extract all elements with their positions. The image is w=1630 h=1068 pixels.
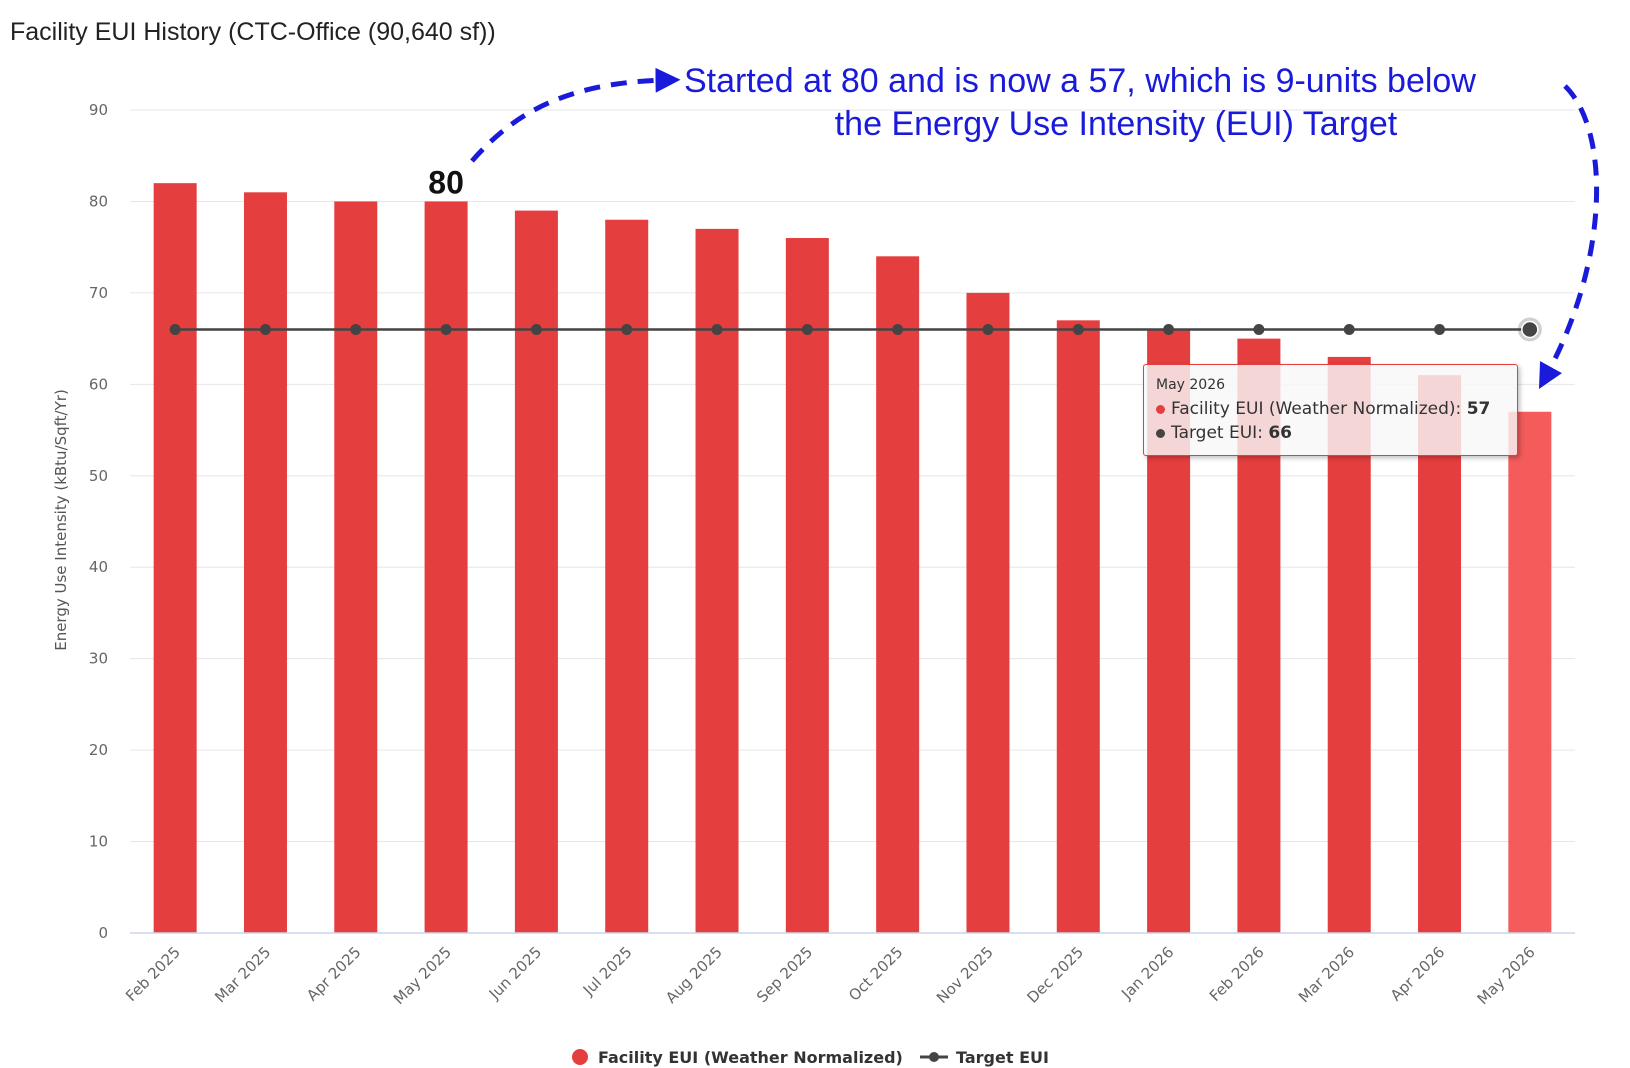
bar-sep-2025[interactable] xyxy=(785,238,829,933)
legend-item-target-eui[interactable]: Target EUI xyxy=(920,1048,1049,1067)
y-tick-label: 30 xyxy=(89,650,108,668)
target-point[interactable] xyxy=(1434,323,1446,335)
x-tick-label: Mar 2026 xyxy=(1295,943,1358,1006)
tooltip-period: May 2026 xyxy=(1156,377,1226,393)
x-tick-label: Feb 2026 xyxy=(1206,943,1268,1005)
annotation-arrow-left xyxy=(470,67,681,163)
x-tick-label: Apr 2026 xyxy=(1387,943,1448,1004)
x-tick-label: May 2026 xyxy=(1474,943,1539,1008)
legend-marker-dot-target-eui xyxy=(929,1052,939,1062)
tooltip-dot-facility-eui xyxy=(1156,404,1165,414)
legend: Facility EUI (Weather Normalized) Target… xyxy=(572,1048,1049,1067)
bar-feb-2025[interactable] xyxy=(153,183,197,934)
legend-marker-facility-eui xyxy=(572,1049,588,1065)
x-tick-label: Oct 2025 xyxy=(845,943,906,1004)
bar-may-2025[interactable] xyxy=(424,201,468,933)
tooltip-value-target-eui: 66 xyxy=(1268,423,1293,443)
target-point-hover[interactable] xyxy=(1521,320,1539,339)
y-axis-ticks: 0 10 20 30 40 50 60 70 80 90 xyxy=(89,101,108,942)
tooltip-row-facility-eui: Facility EUI (Weather Normalized): 57 xyxy=(1156,397,1505,421)
bar-dec-2025[interactable] xyxy=(1056,320,1100,933)
bar-value-label: 80 xyxy=(428,164,464,200)
y-tick-label: 50 xyxy=(89,467,108,485)
x-tick-label: Jan 2026 xyxy=(1117,943,1177,1003)
y-tick-label: 0 xyxy=(98,924,108,942)
target-point[interactable] xyxy=(1253,323,1265,335)
y-tick-label: 40 xyxy=(89,558,108,576)
x-tick-label: Jul 2025 xyxy=(579,943,636,1000)
tooltip-label-facility-eui: Facility EUI (Weather Normalized) xyxy=(1171,399,1456,419)
target-point[interactable] xyxy=(1072,323,1084,335)
target-point[interactable] xyxy=(1343,323,1355,335)
legend-label-target-eui: Target EUI xyxy=(956,1048,1049,1067)
x-tick-label: Feb 2025 xyxy=(122,943,184,1005)
tooltip-row-target-eui: Target EUI: 66 xyxy=(1156,421,1505,445)
target-point[interactable] xyxy=(621,323,633,335)
annotation-line-1: Started at 80 and is now a 57, which is … xyxy=(684,62,1476,100)
y-tick-label: 60 xyxy=(89,375,108,393)
target-point[interactable] xyxy=(1163,323,1175,335)
x-tick-label: Apr 2025 xyxy=(303,943,364,1004)
bar-series xyxy=(153,183,1552,934)
annotation-line-2: the Energy Use Intensity (EUI) Target xyxy=(835,105,1398,143)
y-tick-label: 10 xyxy=(89,833,108,851)
bar-jul-2025[interactable] xyxy=(605,219,649,933)
bar-aug-2025[interactable] xyxy=(695,228,739,933)
bar-oct-2025[interactable] xyxy=(876,256,920,933)
bar-may-2026[interactable] xyxy=(1508,411,1552,933)
target-point[interactable] xyxy=(982,323,994,335)
bar-jun-2025[interactable] xyxy=(514,210,558,934)
y-axis-label: Energy Use Intensity (kBtu/Sqft/Yr) xyxy=(52,389,70,651)
target-point[interactable] xyxy=(440,323,452,335)
chart-title: Facility EUI History (CTC-Office (90,640… xyxy=(10,18,496,46)
x-tick-label: Jun 2025 xyxy=(485,943,545,1003)
x-tick-label: Nov 2025 xyxy=(933,943,997,1007)
x-tick-label: Sep 2025 xyxy=(753,943,816,1006)
target-point[interactable] xyxy=(801,323,813,335)
x-tick-label: May 2025 xyxy=(390,943,455,1008)
y-tick-label: 70 xyxy=(89,284,108,302)
y-tick-label: 90 xyxy=(89,101,108,119)
target-point[interactable] xyxy=(711,323,723,335)
x-tick-label: Dec 2025 xyxy=(1023,943,1087,1007)
y-tick-label: 20 xyxy=(89,741,108,759)
x-tick-label: Mar 2025 xyxy=(211,943,274,1006)
bar-mar-2025[interactable] xyxy=(243,192,287,934)
target-point[interactable] xyxy=(892,323,904,335)
bar-nov-2025[interactable] xyxy=(966,292,1010,933)
bar-apr-2025[interactable] xyxy=(334,201,378,933)
x-tick-label: Aug 2025 xyxy=(662,943,726,1007)
annotation-arrow-right xyxy=(1538,84,1600,389)
target-point[interactable] xyxy=(350,323,362,335)
target-point[interactable] xyxy=(169,323,181,335)
legend-item-facility-eui[interactable]: Facility EUI (Weather Normalized) xyxy=(572,1048,903,1067)
legend-label-facility-eui: Facility EUI (Weather Normalized) xyxy=(598,1048,903,1067)
tooltip-dot-target-eui xyxy=(1156,428,1165,438)
target-point[interactable] xyxy=(259,323,271,335)
tooltip-value-facility-eui: 57 xyxy=(1466,399,1491,419)
x-axis-ticks: Feb 2025 Mar 2025 Apr 2025 May 2025 Jun 2025… xyxy=(122,943,1539,1008)
bar-apr-2026[interactable] xyxy=(1418,375,1462,933)
target-point[interactable] xyxy=(530,323,542,335)
y-tick-label: 80 xyxy=(89,192,108,210)
tooltip: May 2026 Facility EUI (Weather Normalize… xyxy=(1143,364,1518,456)
tooltip-label-target-eui: Target EUI xyxy=(1171,423,1258,443)
target-line-series xyxy=(169,317,1542,342)
